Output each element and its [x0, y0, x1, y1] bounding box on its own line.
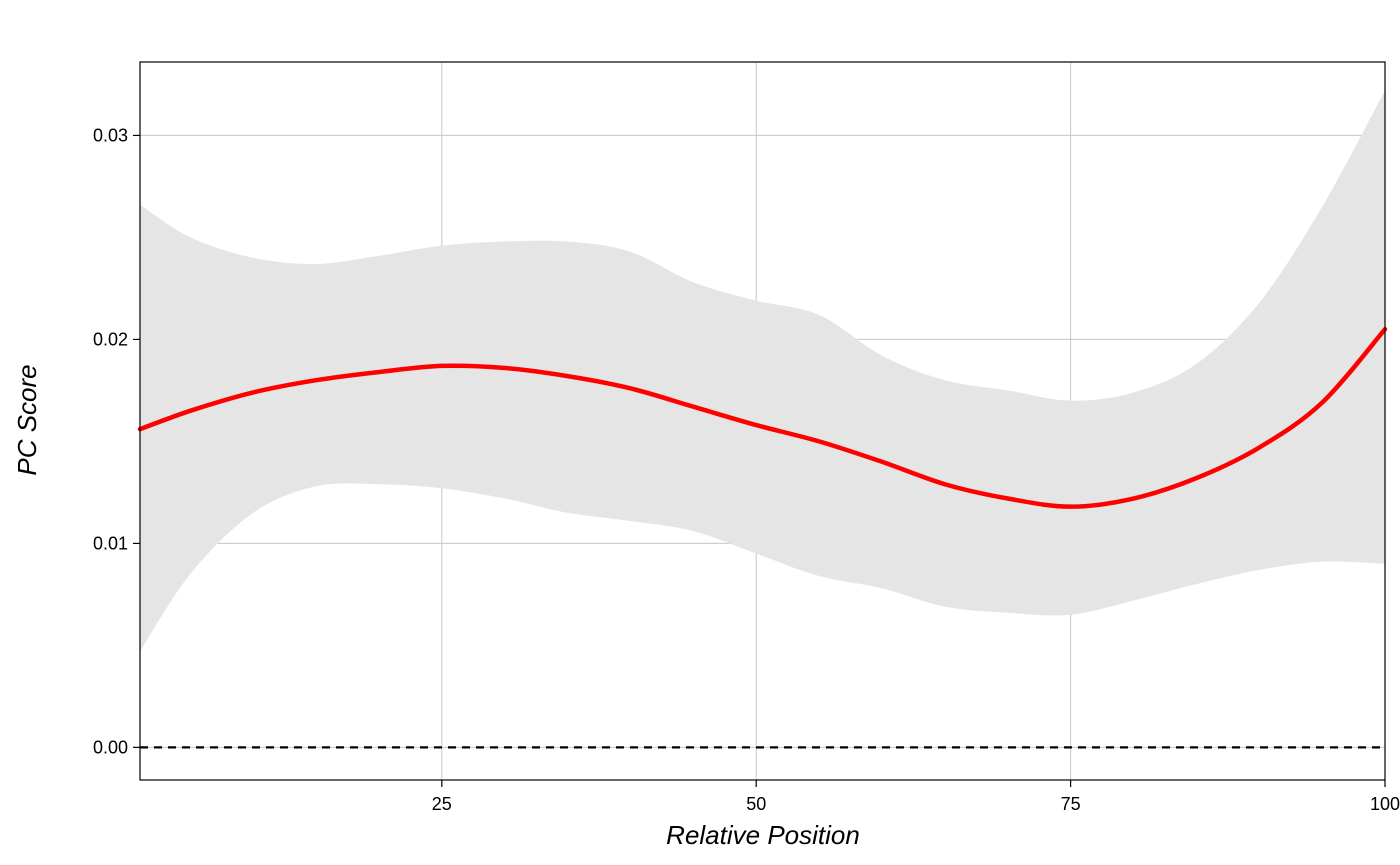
confidence-ribbon: [140, 90, 1385, 652]
y-axis-title: PC Score: [12, 364, 42, 475]
x-tick-label: 100: [1370, 794, 1400, 814]
y-tick-label: 0.01: [93, 533, 128, 553]
y-tick-label: 0.03: [93, 125, 128, 145]
x-axis-title: Relative Position: [666, 820, 860, 850]
axis-ticks: 25 50 75 100 0.00 0.01 0.02 0.03: [93, 125, 1400, 814]
plot-panel-border: [139, 61, 1386, 781]
smooth-trend-line: [137, 326, 1388, 509]
y-tick-label: 0.00: [93, 737, 128, 757]
x-tick-label: 75: [1061, 794, 1081, 814]
y-tick-label: 0.02: [93, 329, 128, 349]
x-tick-label: 25: [432, 794, 452, 814]
x-tick-label: 50: [746, 794, 766, 814]
